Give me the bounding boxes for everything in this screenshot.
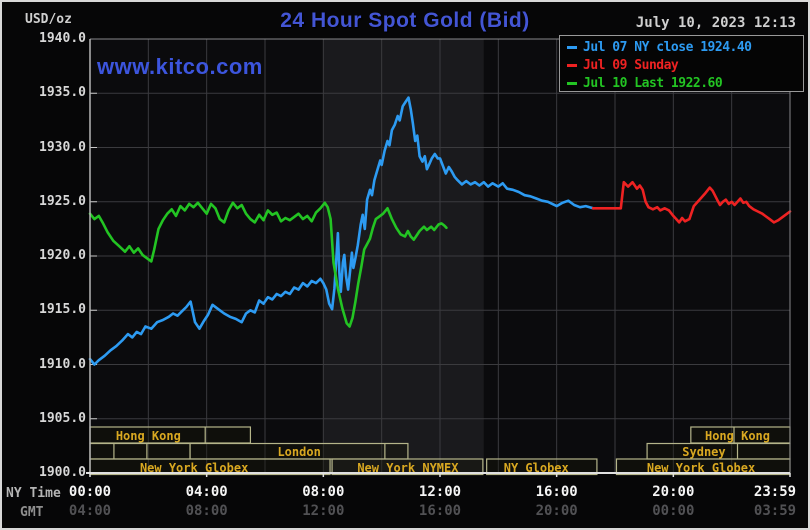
session-label-london: London bbox=[277, 445, 321, 459]
legend-label: Jul 09 Sunday bbox=[583, 57, 679, 73]
legend-label: Jul 07 NY close 1924.40 bbox=[583, 39, 752, 55]
session-label-new-york-nymex: New York NYMEX bbox=[357, 460, 459, 475]
gmt-tick-label: 04:00 bbox=[68, 503, 112, 519]
session-label-new-york-globex: New York Globex bbox=[139, 460, 249, 475]
price-line-jul07 bbox=[88, 96, 595, 366]
ny-time-tick-label: 23:59 bbox=[753, 484, 797, 500]
gmt-tick-label: 03:59 bbox=[753, 503, 797, 519]
ny-time-tick-label: 04:00 bbox=[185, 484, 228, 500]
legend: Jul 07 NY close 1924.40 Jul 09 Sunday Jul … bbox=[559, 35, 804, 92]
y-axis-unit-label: USD/oz bbox=[25, 12, 72, 27]
y-tick-label: 1920.0 bbox=[39, 248, 86, 263]
gmt-tick-label: 20:00 bbox=[535, 503, 578, 519]
y-tick-label: 1930.0 bbox=[39, 139, 86, 155]
session-label-ny-globex: NY Globex bbox=[503, 460, 569, 475]
session-label-sydney: Sydney bbox=[682, 445, 726, 459]
session-box bbox=[331, 458, 484, 476]
y-tick-label: 1940.0 bbox=[39, 31, 86, 46]
y-tick-label: 1900.0 bbox=[39, 465, 86, 480]
session-box bbox=[486, 458, 598, 476]
ny-time-axis-caption: NY Time bbox=[6, 486, 61, 501]
session-box bbox=[89, 442, 191, 460]
session-label-hong-kong: Hong Kong bbox=[704, 428, 771, 443]
y-tick-label: 1925.0 bbox=[39, 193, 86, 209]
y-tick-label: 1905.0 bbox=[39, 410, 86, 426]
page-title: 24 Hour Spot Gold (Bid) bbox=[280, 9, 530, 32]
gmt-tick-label: 16:00 bbox=[418, 503, 462, 519]
legend-item: Jul 07 NY close 1924.40 bbox=[567, 38, 803, 56]
y-tick-label: 1910.0 bbox=[39, 356, 86, 372]
legend-swatch bbox=[567, 45, 577, 49]
kitco-watermark: www.kitco.com bbox=[97, 54, 263, 79]
legend-swatch bbox=[567, 81, 577, 85]
legend-swatch bbox=[567, 63, 577, 67]
gmt-axis-caption: GMT bbox=[20, 505, 44, 520]
legend-label: Jul 10 Last 1922.60 bbox=[583, 75, 723, 91]
gmt-tick-label: 08:00 bbox=[185, 503, 228, 519]
session-label-new-york-globex: New York Globex bbox=[646, 460, 756, 475]
ny-time-tick-label: 12:00 bbox=[418, 484, 462, 500]
ny-time-tick-label: 16:00 bbox=[535, 484, 578, 500]
chart-datetime: July 10, 2023 12:13 bbox=[635, 15, 796, 31]
gmt-tick-label: 12:00 bbox=[302, 503, 345, 519]
y-tick-label: 1915.0 bbox=[39, 302, 86, 318]
ny-time-tick-label: 08:00 bbox=[302, 484, 345, 500]
price-line-jul09 bbox=[591, 180, 792, 224]
gmt-tick-label: 00:00 bbox=[652, 503, 695, 519]
ny-time-tick-label: 20:00 bbox=[652, 484, 695, 500]
y-tick-label: 1935.0 bbox=[39, 85, 86, 101]
session-label-hong-kong: Hong Kong bbox=[115, 428, 181, 443]
ny-time-tick-label: 00:00 bbox=[68, 484, 112, 500]
legend-item: Jul 09 Sunday bbox=[567, 56, 803, 74]
price-line-jul10 bbox=[88, 201, 448, 328]
legend-item: Jul 10 Last 1922.60 bbox=[567, 74, 803, 92]
